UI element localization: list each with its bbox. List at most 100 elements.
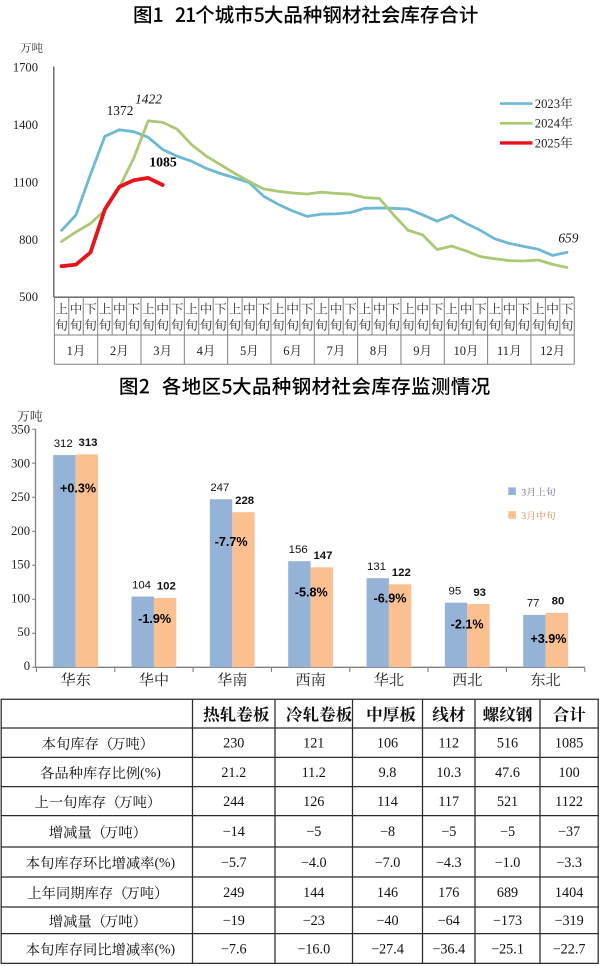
svg-text:−14: −14 [223, 824, 245, 840]
svg-text:1404: 1404 [555, 885, 583, 901]
svg-text:−37: −37 [558, 824, 580, 840]
svg-text:−64: −64 [438, 913, 460, 929]
svg-text:−8: −8 [380, 824, 395, 840]
svg-text:200: 200 [11, 524, 30, 538]
svg-text:150: 150 [11, 558, 30, 572]
svg-text:−319: −319 [554, 913, 583, 929]
svg-text:+3.9%: +3.9% [530, 632, 566, 646]
svg-text:2025: 2025 [535, 136, 560, 150]
svg-text:(%): (%) [154, 855, 175, 871]
svg-text:2: 2 [110, 344, 116, 358]
svg-text:100: 100 [11, 591, 30, 605]
svg-text:131: 131 [367, 561, 386, 573]
svg-text:1085: 1085 [149, 154, 177, 169]
svg-text:−40: −40 [376, 913, 398, 929]
svg-text:126: 126 [303, 794, 324, 810]
svg-text:1700: 1700 [13, 60, 38, 74]
svg-text:147: 147 [313, 550, 332, 562]
svg-text:144: 144 [303, 885, 324, 901]
svg-text:312: 312 [54, 438, 73, 450]
svg-text:176: 176 [438, 885, 459, 901]
svg-text:1422: 1422 [135, 91, 162, 106]
svg-text:80: 80 [552, 596, 565, 608]
svg-text:95: 95 [449, 585, 462, 597]
svg-text:313: 313 [78, 437, 97, 449]
svg-text:228: 228 [235, 495, 254, 507]
svg-text:93: 93 [473, 587, 486, 599]
svg-text:102: 102 [157, 581, 176, 593]
svg-text:114: 114 [377, 794, 398, 810]
svg-text:100: 100 [558, 765, 579, 781]
svg-text:8: 8 [370, 344, 376, 358]
svg-text:−173: −173 [493, 913, 522, 929]
svg-text:−22.7: −22.7 [553, 941, 586, 957]
svg-text:104: 104 [132, 579, 151, 591]
svg-text:−23: −23 [303, 913, 325, 929]
svg-text:-5.8%: -5.8% [295, 586, 328, 600]
svg-text:350: 350 [11, 423, 30, 437]
svg-text:521: 521 [497, 794, 518, 810]
svg-text:3: 3 [521, 487, 526, 498]
svg-text:−1.0: −1.0 [495, 855, 521, 871]
svg-text:−27.4: −27.4 [371, 941, 404, 957]
svg-text:+0.3%: +0.3% [60, 481, 96, 495]
svg-text:50: 50 [17, 625, 30, 639]
svg-text:−7.0: −7.0 [375, 855, 401, 871]
svg-text:−36.4: −36.4 [432, 941, 465, 957]
svg-text:9: 9 [413, 344, 419, 358]
svg-text:250: 250 [11, 490, 30, 504]
svg-text:1085: 1085 [555, 736, 583, 752]
svg-text:−5: −5 [500, 824, 515, 840]
svg-text:−16.0: −16.0 [297, 941, 330, 957]
svg-text:−5: −5 [441, 824, 456, 840]
svg-text:77: 77 [527, 598, 540, 610]
svg-text:5: 5 [240, 344, 246, 358]
svg-text:247: 247 [210, 482, 229, 494]
svg-text:(%): (%) [154, 941, 175, 957]
svg-text:146: 146 [377, 885, 398, 901]
svg-text:−5.7: −5.7 [221, 855, 247, 871]
svg-text:244: 244 [223, 794, 244, 810]
svg-text:−5: −5 [306, 824, 321, 840]
svg-text:117: 117 [438, 794, 459, 810]
svg-text:156: 156 [289, 544, 308, 556]
svg-text:1400: 1400 [13, 118, 38, 132]
svg-text:-7.7%: -7.7% [215, 535, 248, 549]
svg-text:11.2: 11.2 [302, 765, 326, 781]
svg-text:−4.0: −4.0 [301, 855, 327, 871]
svg-text:3: 3 [153, 344, 159, 358]
svg-text:516: 516 [497, 736, 518, 752]
svg-text:659: 659 [558, 231, 578, 246]
svg-text:300: 300 [11, 456, 30, 470]
svg-text:47.6: 47.6 [495, 765, 520, 781]
svg-text:1122: 1122 [555, 794, 583, 810]
svg-text:−3.3: −3.3 [556, 855, 582, 871]
svg-text:−4.3: −4.3 [436, 855, 462, 871]
svg-text:0: 0 [24, 659, 30, 673]
svg-text:800: 800 [19, 233, 38, 247]
svg-text:689: 689 [497, 885, 518, 901]
svg-text:9.8: 9.8 [379, 765, 397, 781]
svg-text:249: 249 [223, 885, 244, 901]
svg-text:21.2: 21.2 [221, 765, 246, 781]
svg-text:3: 3 [521, 511, 526, 522]
svg-text:4: 4 [197, 344, 204, 358]
svg-text:-6.9%: -6.9% [374, 592, 407, 606]
svg-text:−7.6: −7.6 [221, 941, 247, 957]
svg-text:112: 112 [438, 736, 459, 752]
svg-text:7: 7 [327, 344, 333, 358]
svg-text:10.3: 10.3 [436, 765, 461, 781]
svg-text:2024: 2024 [535, 117, 561, 131]
svg-text:10: 10 [453, 344, 466, 358]
svg-text:122: 122 [392, 567, 411, 579]
svg-text:6: 6 [283, 344, 289, 358]
svg-text:1100: 1100 [13, 175, 38, 189]
svg-text:1372: 1372 [107, 103, 134, 118]
svg-text:500: 500 [19, 290, 38, 304]
svg-text:1: 1 [67, 344, 73, 358]
svg-text:121: 121 [303, 736, 324, 752]
svg-text:2023: 2023 [535, 97, 560, 111]
svg-text:106: 106 [377, 736, 398, 752]
svg-text:-2.1%: -2.1% [451, 618, 484, 632]
svg-text:-1.9%: -1.9% [138, 612, 171, 626]
